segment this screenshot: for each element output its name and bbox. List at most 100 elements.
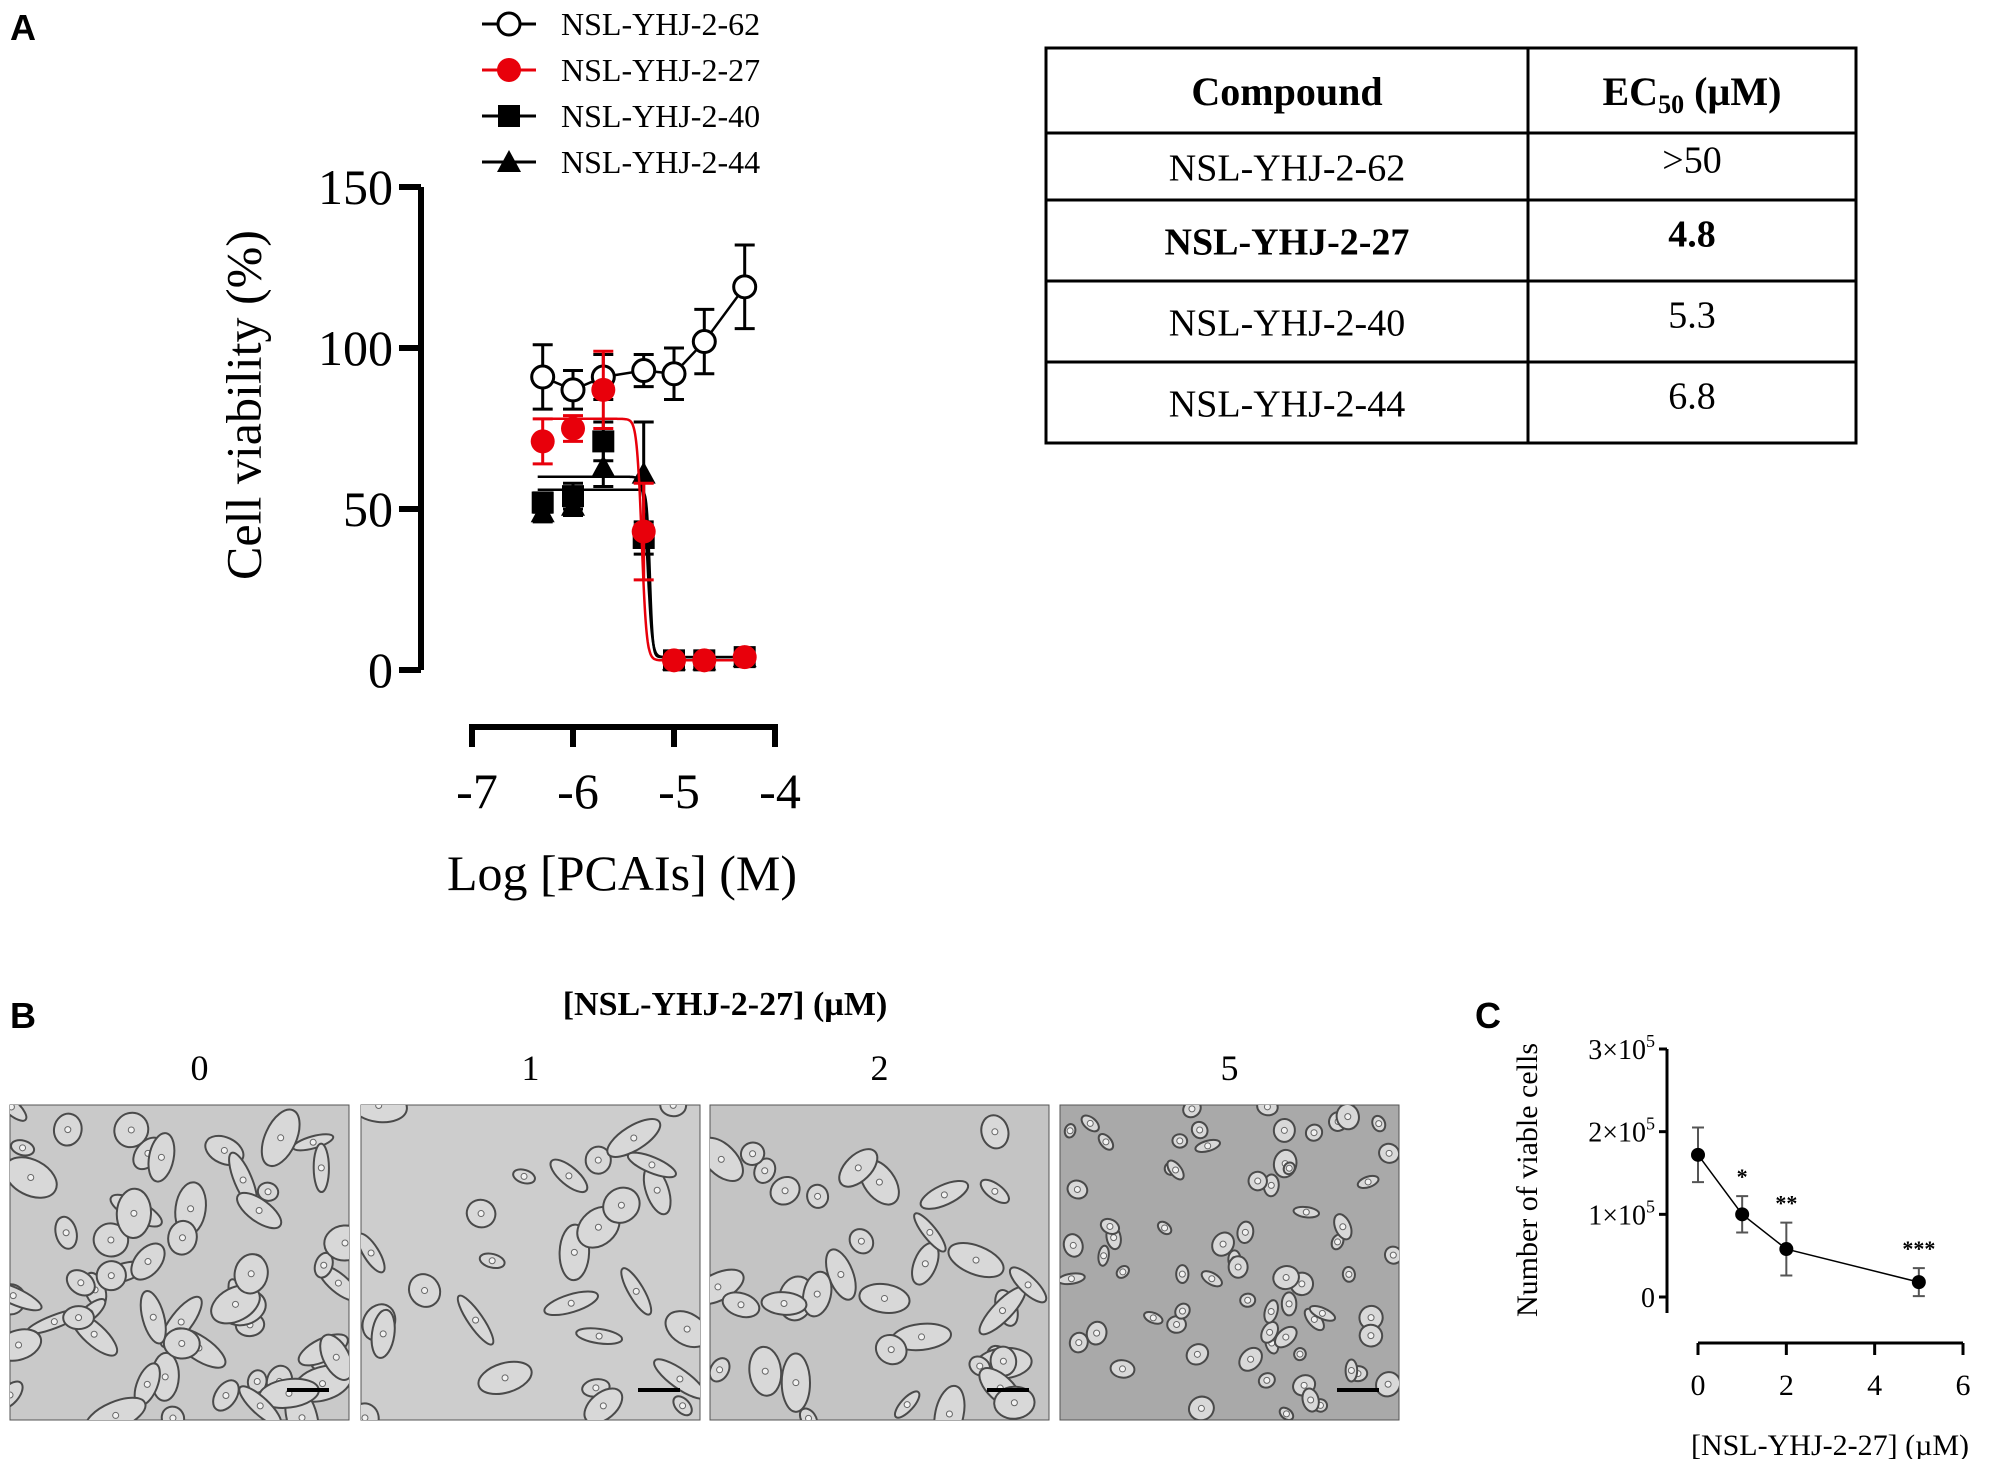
data-point (631, 519, 656, 544)
legend-marker-filled-circle (497, 58, 521, 82)
nucleus (277, 1134, 285, 1142)
nucleus (1119, 1268, 1127, 1276)
data-point (631, 461, 656, 484)
nucleus (10, 1105, 15, 1111)
nucleus (239, 1176, 247, 1184)
legend-label: NSL-YHJ-2-62 (561, 6, 760, 42)
table-row: NSL-YHJ-2-62 >50 (1169, 140, 1722, 190)
nucleus (501, 1374, 509, 1382)
panel-b-title: [NSL-YHJ-2-27] (µM) (563, 986, 888, 1023)
nucleus (75, 1314, 83, 1322)
nucleus (780, 1299, 788, 1307)
y-tick-label: 150 (318, 159, 393, 215)
compound-cell: NSL-YHJ-2-27 (1165, 222, 1410, 264)
nucleus (256, 1402, 264, 1410)
nucleus (309, 1138, 317, 1146)
nucleus (62, 1229, 70, 1237)
nucleus (1339, 1223, 1347, 1231)
nucleus (27, 1173, 35, 1181)
y-tick-label: 3×105 (1588, 1031, 1655, 1066)
nucleus (1234, 1263, 1242, 1271)
legend-item: NSL-YHJ-2-27 (482, 52, 760, 88)
nucleus (319, 1380, 327, 1388)
data-point (560, 377, 586, 403)
nucleus (814, 1192, 822, 1200)
nucleus (231, 1300, 239, 1308)
nucleus (255, 1207, 263, 1215)
nucleus (653, 1186, 661, 1194)
data-point (631, 358, 657, 384)
nucleus (1073, 1186, 1081, 1194)
y-tick-label: 2×105 (1588, 1114, 1655, 1149)
data-point (692, 648, 717, 673)
nucleus (570, 1248, 578, 1256)
nucleus (361, 1414, 369, 1420)
nucleus (991, 1187, 999, 1195)
nucleus (1334, 1238, 1342, 1246)
nucleus (940, 1191, 948, 1199)
nucleus (379, 1330, 387, 1338)
table-row: NSL-YHJ-2-27 4.8 (1165, 214, 1716, 264)
data-point (561, 416, 585, 441)
nucleus (334, 1279, 342, 1287)
nucleus (1196, 1126, 1204, 1134)
nucleus (565, 1172, 573, 1180)
data-point (691, 329, 717, 355)
nucleus (599, 1402, 607, 1410)
nucleus (918, 1333, 926, 1341)
scale-bar (1337, 1388, 1379, 1392)
nucleus (177, 1318, 185, 1326)
scale-bar (638, 1388, 680, 1392)
nucleus (1263, 1105, 1271, 1111)
nucleus (1197, 1404, 1205, 1412)
panel-label-b: B (10, 995, 36, 1036)
data-point (530, 429, 555, 454)
nucleus (178, 1340, 186, 1348)
nucleus (1241, 1228, 1249, 1236)
nucleus (1247, 1355, 1255, 1363)
y-axis-label: Number of viable cells (1511, 1043, 1544, 1317)
x-tick-label: -6 (547, 763, 599, 819)
nucleus (1347, 1366, 1355, 1374)
nucleus (1086, 1119, 1094, 1127)
nucleus (1345, 1270, 1353, 1278)
nucleus (1263, 1376, 1271, 1384)
nucleus (1310, 1315, 1318, 1323)
nucleus (714, 1283, 722, 1291)
ec50-cell: 6.8 (1668, 376, 1716, 418)
nucleus (749, 1150, 757, 1158)
data-line (1697, 1154, 1920, 1283)
y-tick-label: 100 (318, 320, 393, 376)
nucleus (1067, 1275, 1075, 1283)
nucleus (1285, 1300, 1293, 1308)
nucleus (594, 1223, 602, 1231)
significance-marker: *** (1902, 1236, 1935, 1261)
nucleus (1075, 1339, 1083, 1347)
nucleus (1364, 1178, 1372, 1186)
x-tick-label: 2 (1779, 1369, 1794, 1402)
nucleus (298, 1414, 306, 1420)
nucleus (1266, 1328, 1274, 1336)
nucleus (737, 1301, 745, 1309)
nucleus (1110, 1234, 1118, 1242)
nucleus (127, 1126, 135, 1134)
scale-bar (987, 1388, 1029, 1392)
compound-cell: NSL-YHJ-2-40 (1169, 303, 1405, 345)
nucleus (1384, 1380, 1392, 1388)
nucleus (1389, 1251, 1397, 1259)
nucleus (1024, 1281, 1032, 1289)
nucleus (567, 1299, 575, 1307)
nucleus (857, 1237, 865, 1245)
viable-cells-chart: Number of viable cells [NSL-YHJ-2-27] (µ… (1511, 1031, 1971, 1459)
x-tick-label: -7 (446, 763, 498, 819)
nucleus (253, 1378, 261, 1386)
micrograph-5 (1059, 1104, 1400, 1421)
nucleus (1173, 1321, 1181, 1329)
nucleus (178, 1234, 186, 1242)
nucleus (630, 1134, 638, 1142)
legend-marker-open-circle (496, 11, 522, 37)
nucleus (222, 1391, 230, 1399)
nucleus (1302, 1208, 1310, 1216)
legend-label: NSL-YHJ-2-40 (561, 98, 760, 134)
nucleus (161, 1373, 169, 1381)
